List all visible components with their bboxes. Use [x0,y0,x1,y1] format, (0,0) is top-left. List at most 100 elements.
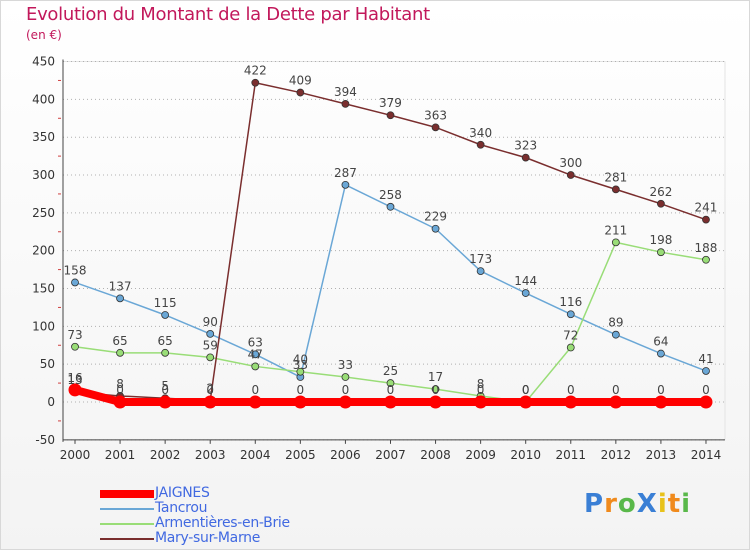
legend-label: Tancrou [155,500,208,516]
legend-label: Armentières-en-Brie [155,515,290,531]
y-tick-label: 250 [32,206,55,220]
logo-letter: o [617,489,637,519]
data-label: 281 [604,170,627,184]
data-label: 59 [203,338,218,352]
data-label: 13 [67,373,82,387]
data-label: 144 [514,274,537,288]
data-point [521,153,530,162]
data-label: 33 [293,358,308,372]
data-point [654,395,668,409]
data-label: 0 [522,383,530,397]
data-label: 40 [293,353,308,367]
data-point [206,353,215,362]
data-point [386,379,395,387]
data-point [293,395,307,409]
data-label: 422 [244,64,267,78]
data-point [386,111,395,120]
data-point [113,395,127,409]
data-point [476,140,485,149]
data-point [657,199,665,208]
data-point [702,215,710,224]
data-point [161,311,170,319]
y-tick-label: 450 [32,55,55,69]
data-label: 63 [248,335,263,349]
data-label: 65 [157,334,172,348]
data-point [609,395,623,409]
series-tancrou [71,180,710,381]
data-label: 0 [116,383,124,397]
data-point [474,395,488,409]
data-label: 0 [567,383,575,397]
data-point [386,202,395,211]
data-point [611,330,620,339]
data-label: 8 [116,377,124,391]
data-label: 262 [649,185,672,199]
x-tick-label: 2013 [646,448,677,462]
data-label: 241 [695,201,718,215]
data-label: 287 [334,166,357,180]
legend-swatch [100,508,154,510]
data-label: 363 [424,108,447,122]
legend-swatch [100,523,154,525]
y-tick-label: -50 [35,433,55,447]
data-label: 258 [379,188,402,202]
data-point [657,349,665,358]
data-label: 8 [477,377,485,391]
y-tick-label: 350 [32,130,55,144]
data-point [383,395,397,409]
data-point [71,342,79,351]
data-label: 137 [109,279,132,293]
data-label: 198 [649,233,672,247]
data-point [521,289,530,297]
data-point [341,373,350,381]
data-label: 0 [161,383,169,397]
data-label: 0 [702,383,710,397]
data-point [341,180,350,189]
logo-letter: t [667,489,682,519]
legend-label: Mary-sur-Marne [155,530,261,546]
proxiti-logo: ProXiti [584,489,691,519]
data-point [296,367,305,376]
data-point [566,310,575,319]
y-tick-label: 200 [32,244,55,258]
data-label: 0 [477,383,485,397]
data-label: 0 [432,383,440,397]
data-point [702,255,710,264]
x-tick-label: 2014 [691,448,722,462]
series-line [74,184,707,378]
data-label: 211 [604,223,627,237]
data-label: 64 [653,335,668,349]
x-tick-label: 2002 [150,448,181,462]
x-tick-label: 2011 [555,448,586,462]
x-tick-label: 2007 [375,448,406,462]
data-label: 0 [522,383,530,397]
data-label: 0 [387,383,395,397]
x-tick-label: 2008 [420,448,451,462]
y-tick-label: 150 [32,282,55,296]
data-label: 0 [657,383,665,397]
data-point [702,367,710,375]
data-label: 115 [154,296,177,310]
logo-letter: i [657,489,668,519]
series-armenti-res-en-brie [71,238,710,406]
data-label: 2 [206,381,214,395]
data-point [71,278,79,287]
y-tick-label: 100 [32,319,55,333]
data-label: 116 [559,295,582,309]
legend-swatch [100,490,154,498]
y-tick-label: 300 [32,168,55,182]
data-point [566,343,575,352]
data-label: 0 [612,383,620,397]
data-point [564,395,578,409]
data-label: 158 [64,263,87,277]
x-tick-label: 2012 [601,448,632,462]
data-point [251,362,260,371]
data-label: 41 [698,352,713,366]
data-label: 0 [342,383,350,397]
x-tick-label: 2005 [285,448,316,462]
y-tick-label: 0 [47,395,55,409]
data-point [611,185,620,194]
x-tick-label: 2004 [240,448,271,462]
